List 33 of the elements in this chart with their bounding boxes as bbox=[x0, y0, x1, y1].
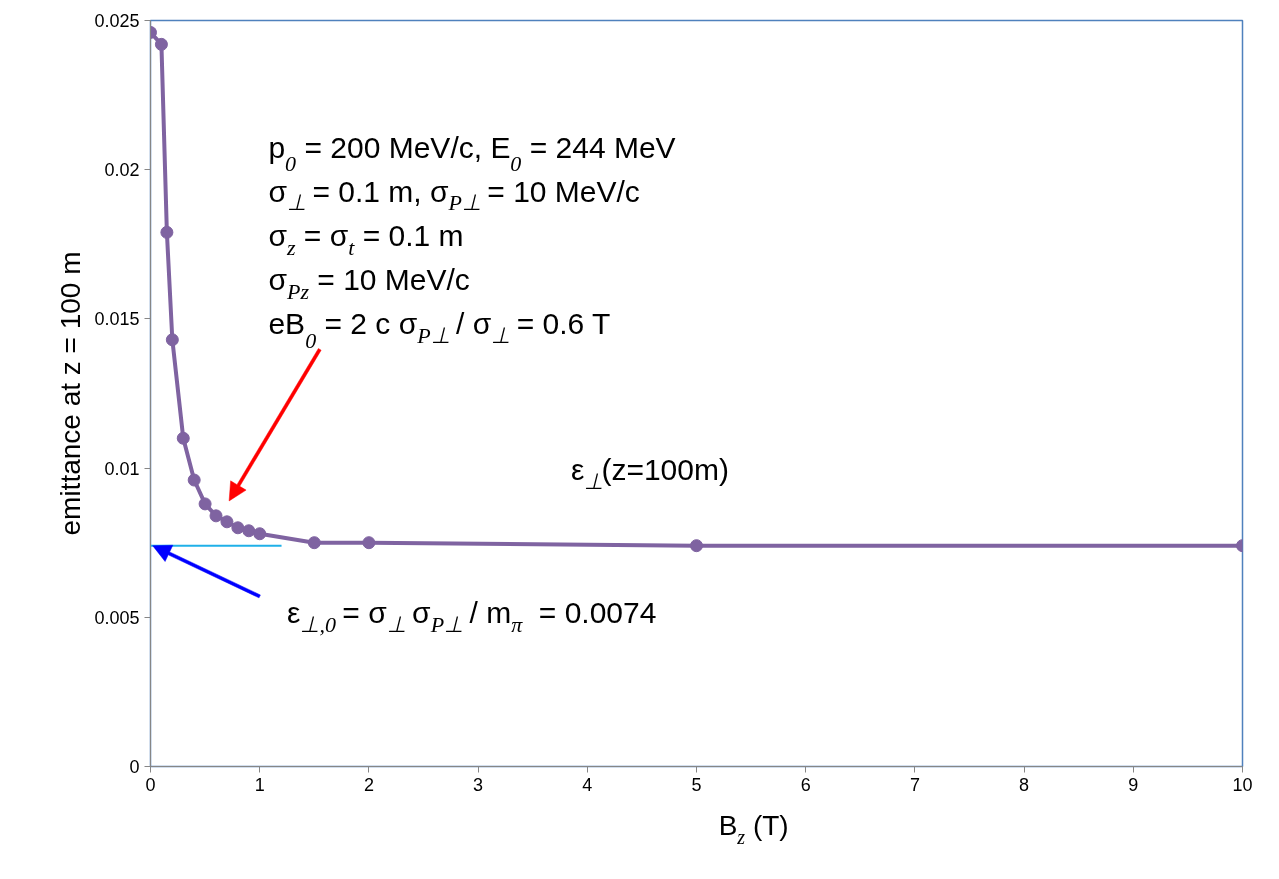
y-tick-label: 0.025 bbox=[94, 11, 140, 31]
y-tick-label: 0.015 bbox=[94, 309, 140, 330]
x-tick-label: 0 bbox=[145, 774, 156, 795]
x-tick-label: 10 bbox=[1232, 774, 1253, 795]
x-tick-label: 5 bbox=[691, 774, 702, 795]
point bbox=[176, 431, 190, 445]
x-tick-label: 7 bbox=[909, 774, 920, 795]
y-tick-label: 0.005 bbox=[94, 607, 140, 628]
point bbox=[165, 333, 179, 347]
point bbox=[231, 521, 245, 535]
x-tick-label: 2 bbox=[363, 774, 374, 795]
x-tick-label: 1 bbox=[254, 774, 265, 795]
point bbox=[362, 536, 376, 550]
x-tick-label: 8 bbox=[1019, 774, 1030, 795]
point bbox=[242, 524, 256, 538]
point bbox=[307, 536, 321, 550]
point bbox=[154, 37, 168, 51]
point bbox=[187, 473, 201, 487]
x-tick-label: 4 bbox=[582, 774, 593, 795]
x-tick-label: 3 bbox=[473, 774, 484, 795]
point bbox=[209, 509, 223, 523]
point bbox=[160, 225, 174, 239]
point bbox=[198, 497, 212, 511]
series-label: ε⊥(z=100m) bbox=[570, 453, 729, 494]
y-tick-label: 0 bbox=[129, 757, 140, 777]
x-tick-label: 9 bbox=[1128, 774, 1139, 795]
point bbox=[253, 527, 267, 541]
y-tick-label: 0.02 bbox=[104, 160, 140, 181]
y-tick-label: 0.01 bbox=[104, 458, 140, 479]
point bbox=[690, 539, 703, 553]
point bbox=[220, 515, 234, 529]
x-tick-label: 6 bbox=[800, 774, 811, 795]
y-axis-title: emittance at z = 100 m bbox=[55, 251, 87, 536]
